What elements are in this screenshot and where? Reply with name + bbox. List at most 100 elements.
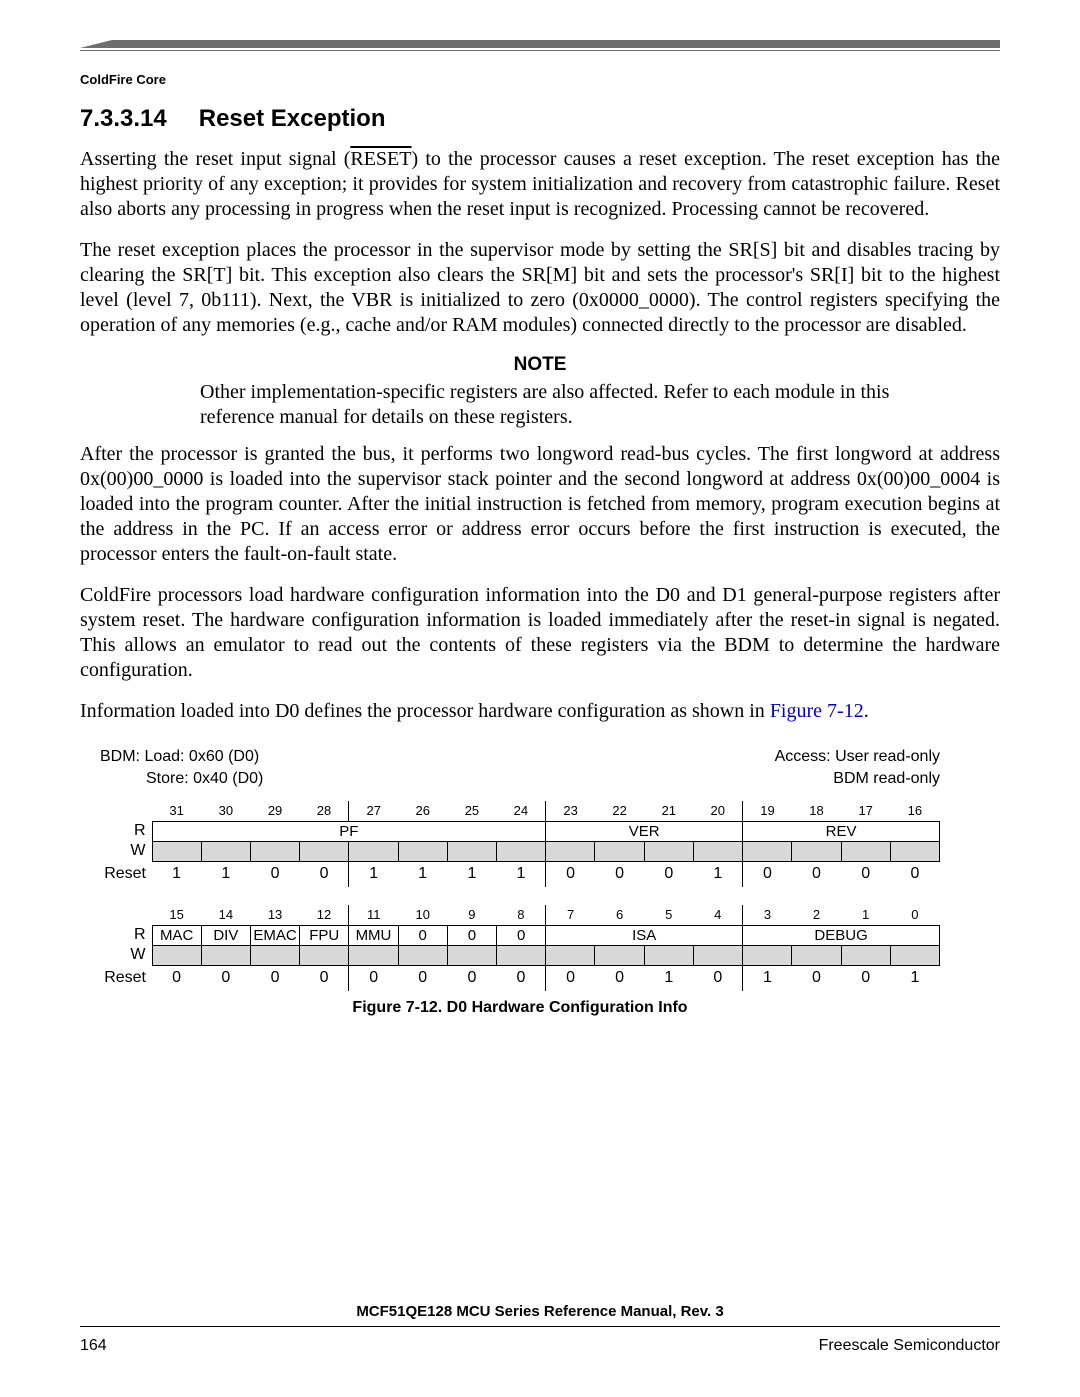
register-write-cell	[743, 841, 792, 861]
reset-value: 1	[743, 965, 792, 991]
reset-value: 0	[841, 861, 890, 887]
chapter-label: ColdFire Core	[80, 72, 1000, 87]
footer-doc-title: MCF51QE128 MCU Series Reference Manual, …	[80, 1303, 1000, 1327]
register-write-cell	[890, 841, 939, 861]
paragraph-4: ColdFire processors load hardware config…	[80, 583, 1000, 683]
bit-number: 24	[497, 801, 546, 821]
register-write-cell	[890, 945, 939, 965]
reset-value: 0	[349, 965, 398, 991]
footer-page-number: 164	[80, 1337, 107, 1355]
paragraph-5: Information loaded into D0 defines the p…	[80, 699, 1000, 724]
figure-xref[interactable]: Figure 7-12	[770, 700, 864, 722]
reset-value: 1	[447, 861, 496, 887]
reset-value: 0	[398, 965, 447, 991]
bit-number: 19	[743, 801, 792, 821]
bit-number: 17	[841, 801, 890, 821]
row-label-reset: Reset	[100, 861, 152, 887]
reset-value: 1	[497, 861, 546, 887]
row-label-r: R	[100, 821, 152, 841]
register-field: 0	[497, 925, 546, 945]
reset-value: 0	[792, 861, 841, 887]
note-body: Other implementation-specific registers …	[200, 380, 900, 430]
reset-value: 0	[152, 965, 201, 991]
page: ColdFire Core 7.3.3.14 Reset Exception As…	[0, 0, 1080, 1397]
bit-number: 5	[644, 905, 693, 925]
bit-number: 25	[447, 801, 496, 821]
register-write-cell	[152, 841, 201, 861]
note-title: NOTE	[80, 354, 1000, 376]
page-footer: MCF51QE128 MCU Series Reference Manual, …	[80, 1303, 1000, 1355]
register-write-cell	[595, 841, 644, 861]
footer-vendor: Freescale Semiconductor	[819, 1337, 1000, 1355]
register-field: MMU	[349, 925, 398, 945]
bit-number: 15	[152, 905, 201, 925]
register-table-low: 1514131211109876543210RMACDIVEMACFPUMMU0…	[100, 905, 940, 991]
register-write-cell	[497, 841, 546, 861]
register-write-cell	[546, 841, 595, 861]
reset-value: 0	[743, 861, 792, 887]
reset-value: 1	[201, 861, 250, 887]
register-field: DIV	[201, 925, 250, 945]
note-block: NOTE Other implementation-specific regis…	[80, 354, 1000, 430]
header-rule	[80, 40, 1000, 64]
bit-number: 20	[693, 801, 742, 821]
reset-value: 0	[595, 861, 644, 887]
register-write-cell	[349, 841, 398, 861]
register-figure: BDM: Load: 0x60 (D0) Store: 0x40 (D0) Ac…	[100, 746, 940, 1017]
register-field: 0	[398, 925, 447, 945]
bit-number: 0	[890, 905, 939, 925]
register-write-cell	[201, 945, 250, 965]
reset-value: 0	[300, 965, 349, 991]
register-write-cell	[152, 945, 201, 965]
bit-number: 31	[152, 801, 201, 821]
reset-value: 0	[546, 965, 595, 991]
reset-value: 0	[201, 965, 250, 991]
bit-number: 21	[644, 801, 693, 821]
paragraph-2: The reset exception places the processor…	[80, 238, 1000, 338]
register-meta: BDM: Load: 0x60 (D0) Store: 0x40 (D0) Ac…	[100, 746, 940, 789]
bit-number: 18	[792, 801, 841, 821]
register-write-cell	[743, 945, 792, 965]
register-write-cell	[250, 841, 299, 861]
register-write-cell	[447, 841, 496, 861]
register-field: MAC	[152, 925, 201, 945]
reset-value: 0	[250, 965, 299, 991]
register-table-high: 31302928272625242322212019181716RPFVERRE…	[100, 801, 940, 887]
section-heading: 7.3.3.14 Reset Exception	[80, 105, 1000, 133]
register-field: EMAC	[250, 925, 299, 945]
register-write-cell	[841, 841, 890, 861]
bit-number: 2	[792, 905, 841, 925]
row-label-r: R	[100, 925, 152, 945]
register-write-cell	[201, 841, 250, 861]
row-label-w: W	[100, 841, 152, 861]
register-write-cell	[792, 945, 841, 965]
register-write-cell	[398, 841, 447, 861]
figure-caption: Figure 7-12. D0 Hardware Configuration I…	[100, 999, 940, 1017]
bit-number: 8	[497, 905, 546, 925]
paragraph-1: Asserting the reset input signal (RESET)…	[80, 147, 1000, 222]
bit-number: 14	[201, 905, 250, 925]
section-number: 7.3.3.14	[80, 105, 167, 132]
register-field: 0	[447, 925, 496, 945]
section-title: Reset Exception	[199, 105, 386, 132]
register-write-cell	[398, 945, 447, 965]
bit-number: 1	[841, 905, 890, 925]
bit-number: 10	[398, 905, 447, 925]
access-label-2: BDM read-only	[775, 768, 940, 790]
reset-value: 0	[250, 861, 299, 887]
bit-number: 11	[349, 905, 398, 925]
bdm-load-label: BDM: Load: 0x60 (D0)	[100, 746, 263, 768]
bit-number: 3	[743, 905, 792, 925]
bit-number: 16	[890, 801, 939, 821]
register-write-cell	[546, 945, 595, 965]
register-write-cell	[693, 841, 742, 861]
reset-value: 0	[890, 861, 939, 887]
reset-value: 0	[497, 965, 546, 991]
reset-value: 0	[300, 861, 349, 887]
reset-value: 1	[644, 965, 693, 991]
register-write-cell	[595, 945, 644, 965]
register-field: PF	[152, 821, 546, 841]
register-write-cell	[693, 945, 742, 965]
register-write-cell	[841, 945, 890, 965]
reset-value: 1	[349, 861, 398, 887]
